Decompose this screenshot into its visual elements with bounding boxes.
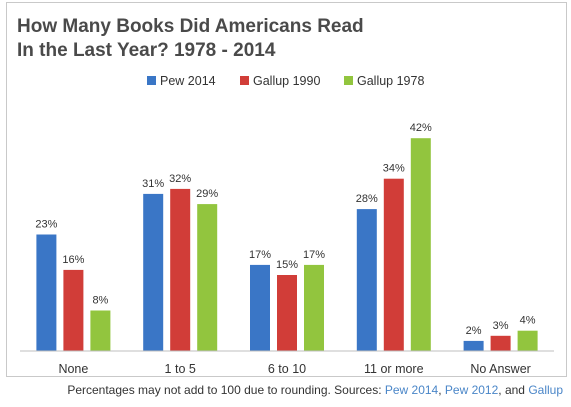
source-separator: , and (498, 383, 529, 397)
source-separator: , (438, 383, 445, 397)
legend-swatch-gallup-1990 (240, 76, 249, 85)
data-label-gallup-1990-none: 16% (62, 254, 84, 266)
x-tick-label-no-answer: No Answer (470, 362, 530, 376)
bar-gallup-1978-1-to-5 (197, 204, 218, 351)
bar-pew-2014-1-to-5 (143, 193, 164, 351)
data-label-pew-2014-no-answer: 2% (466, 325, 482, 337)
x-tick-label-11-or-more: 11 or more (364, 362, 424, 376)
bar-pew-2014-no-answer (463, 340, 484, 351)
bar-pew-2014-none (36, 234, 57, 351)
chart-bars (36, 138, 538, 351)
data-label-pew-2014-6-to-10: 17% (249, 249, 271, 261)
data-label-gallup-1978-11-or-more: 42% (410, 122, 432, 134)
data-label-gallup-1990-6-to-10: 15% (276, 259, 298, 271)
data-label-pew-2014-11-or-more: 28% (356, 193, 378, 205)
legend-label-gallup-1978: Gallup 1978 (357, 74, 424, 88)
legend-label-pew-2014: Pew 2014 (160, 74, 216, 88)
chart-frame: How Many Books Did Americans Read In the… (6, 2, 567, 377)
data-label-pew-2014-1-to-5: 31% (142, 178, 164, 190)
legend-swatch-pew-2014 (147, 76, 156, 85)
data-label-pew-2014-none: 23% (35, 219, 57, 231)
legend-label-gallup-1990: Gallup 1990 (253, 74, 320, 88)
data-label-gallup-1978-6-to-10: 17% (303, 249, 325, 261)
x-tick-label-1-to-5: 1 to 5 (165, 362, 196, 376)
source-link-gallup[interactable]: Gallup (528, 383, 563, 397)
bar-gallup-1990-none (63, 269, 84, 351)
source-link-pew-2012[interactable]: Pew 2012 (444, 383, 499, 397)
x-tick-label-none: None (58, 362, 88, 376)
chart-title-line-1: How Many Books Did Americans Read (17, 16, 364, 37)
data-label-gallup-1978-1-to-5: 29% (196, 188, 218, 200)
bar-chart: How Many Books Did Americans Read In the… (17, 16, 554, 376)
bar-gallup-1990-11-or-more (383, 178, 404, 351)
bar-pew-2014-6-to-10 (250, 264, 270, 351)
data-label-gallup-1990-1-to-5: 32% (169, 173, 191, 185)
source-note-text: Percentages may not add to 100 due to ro… (67, 383, 385, 397)
bar-gallup-1978-no-answer (517, 330, 538, 351)
bar-gallup-1990-no-answer (490, 335, 511, 351)
bar-gallup-1978-none (90, 310, 111, 351)
x-tick-label-6-to-10: 6 to 10 (268, 362, 306, 376)
bar-gallup-1990-1-to-5 (170, 188, 191, 351)
data-label-gallup-1978-none: 8% (92, 295, 108, 307)
bar-gallup-1978-11-or-more (410, 138, 431, 351)
legend-swatch-gallup-1978 (344, 76, 353, 85)
bar-gallup-1990-6-to-10 (277, 275, 297, 351)
chart-title-line-2: In the Last Year? 1978 - 2014 (17, 40, 276, 61)
bar-gallup-1978-6-to-10 (304, 264, 324, 351)
chart-data-labels: 23% 16% 8% 31% 32% 29% 17% 15% 17% 28% 34% 42% 2% 3% 4… (35, 122, 535, 337)
data-label-gallup-1990-11-or-more: 34% (383, 163, 405, 175)
bar-pew-2014-11-or-more (356, 209, 377, 351)
data-label-gallup-1990-no-answer: 3% (493, 320, 509, 332)
source-link-pew-2014[interactable]: Pew 2014 (384, 383, 439, 397)
data-label-gallup-1978-no-answer: 4% (520, 315, 536, 327)
x-axis-labels: None 1 to 5 6 to 10 11 or more No Answer (58, 362, 530, 376)
source-note: Percentages may not add to 100 due to ro… (67, 383, 563, 397)
chart-legend: Pew 2014 Gallup 1990 Gallup 1978 (147, 74, 424, 88)
